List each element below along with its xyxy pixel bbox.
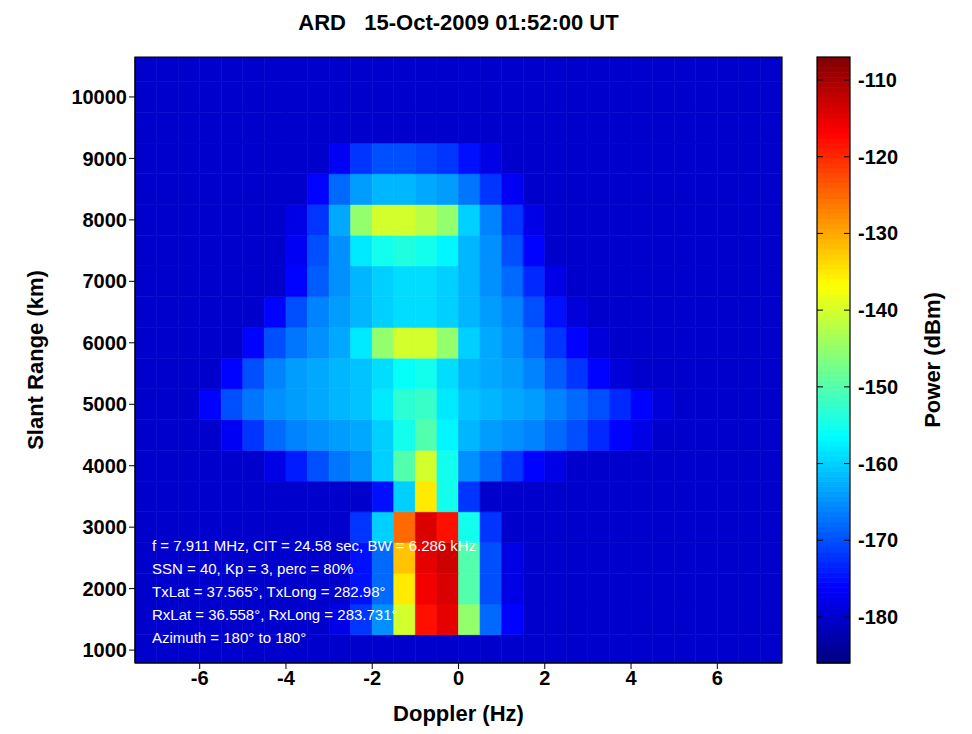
- svg-text:0: 0: [453, 667, 464, 689]
- svg-text:-4: -4: [277, 667, 296, 689]
- svg-text:Slant Range (km): Slant Range (km): [23, 270, 48, 450]
- svg-text:8000: 8000: [83, 209, 128, 231]
- svg-text:9000: 9000: [83, 148, 128, 170]
- svg-text:2: 2: [539, 667, 550, 689]
- svg-text:Power (dBm): Power (dBm): [920, 292, 945, 428]
- svg-text:-2: -2: [363, 667, 381, 689]
- svg-text:4000: 4000: [83, 455, 128, 477]
- svg-text:-170: -170: [858, 529, 898, 551]
- svg-text:1000: 1000: [83, 639, 128, 661]
- svg-text:Azimuth = 180° to 180°: Azimuth = 180° to 180°: [152, 629, 306, 646]
- svg-text:10000: 10000: [71, 86, 127, 108]
- svg-text:-180: -180: [858, 606, 898, 628]
- svg-text:-140: -140: [858, 299, 898, 321]
- svg-text:ARD 15-Oct-2009 01:52:00 UT: ARD 15-Oct-2009 01:52:00 UT: [298, 10, 619, 35]
- svg-text:-120: -120: [858, 146, 898, 168]
- svg-text:4: 4: [625, 667, 637, 689]
- svg-text:3000: 3000: [83, 516, 128, 538]
- svg-text:2000: 2000: [83, 578, 128, 600]
- svg-text:SSN = 40, Kp = 3, perc = 80%: SSN = 40, Kp = 3, perc = 80%: [152, 560, 353, 577]
- svg-text:6000: 6000: [83, 332, 128, 354]
- svg-text:f = 7.911 MHz, CIT = 24.58 sec: f = 7.911 MHz, CIT = 24.58 sec, BW = 6.2…: [152, 537, 476, 554]
- svg-text:-6: -6: [191, 667, 209, 689]
- svg-text:6: 6: [712, 667, 723, 689]
- svg-text:Doppler (Hz): Doppler (Hz): [393, 701, 524, 726]
- svg-text:-110: -110: [858, 69, 897, 91]
- svg-text:TxLat = 37.565°, TxLong = 282.: TxLat = 37.565°, TxLong = 282.98°: [152, 583, 386, 600]
- svg-text:5000: 5000: [83, 393, 128, 415]
- svg-text:-150: -150: [858, 376, 898, 398]
- svg-text:RxLat = 36.558°, RxLong = 283.: RxLat = 36.558°, RxLong = 283.731°: [152, 606, 398, 623]
- svg-text:7000: 7000: [83, 270, 128, 292]
- svg-text:-160: -160: [858, 453, 898, 475]
- svg-text:-130: -130: [858, 222, 898, 244]
